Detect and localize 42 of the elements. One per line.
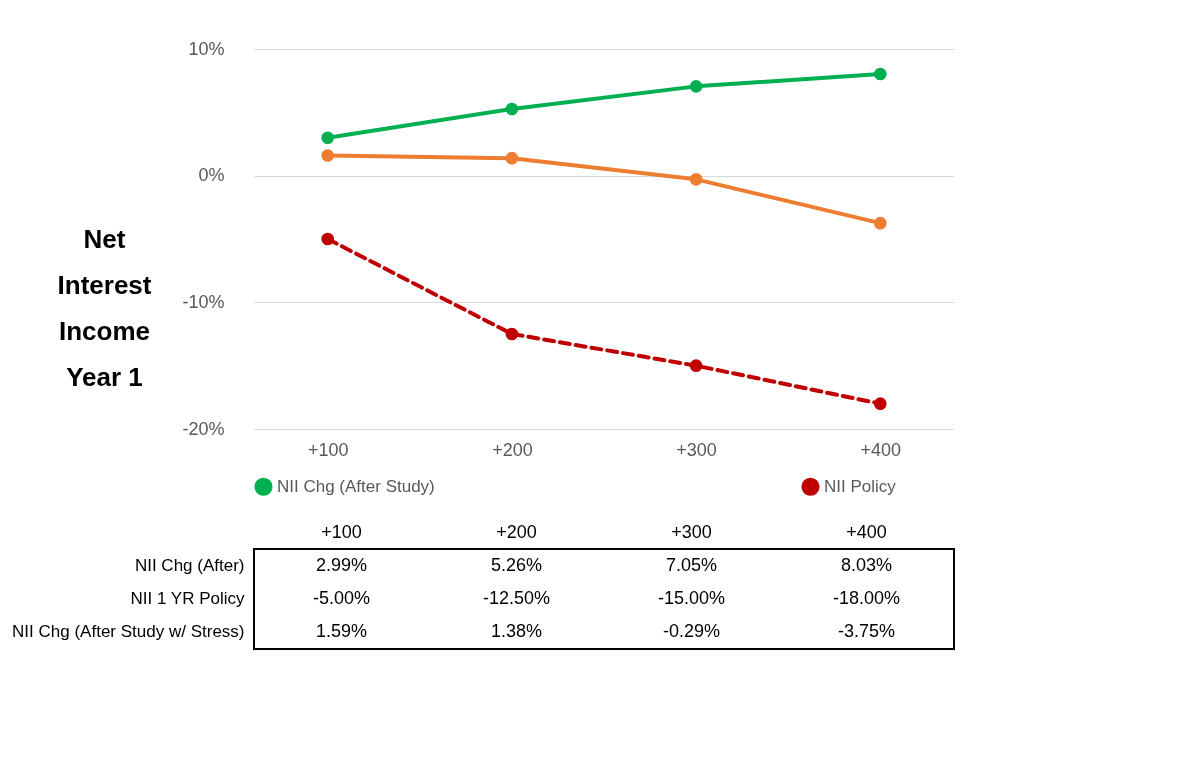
point xyxy=(689,80,703,93)
x-tick-label: +400 xyxy=(860,439,902,460)
legend-label: NII Policy xyxy=(824,476,897,496)
x-tick-label: +300 xyxy=(676,439,717,460)
data-label: 2.99% xyxy=(315,554,368,575)
category-label: +200 xyxy=(496,521,537,542)
data-label: -18.00% xyxy=(832,588,901,608)
point xyxy=(321,232,335,246)
point xyxy=(873,67,887,81)
point xyxy=(873,397,887,410)
data-label: 1.38% xyxy=(490,621,543,642)
data-label: -3.75% xyxy=(837,621,896,642)
point xyxy=(873,216,887,230)
y-tick-label: 0% xyxy=(198,165,225,186)
text: NII Chg (After) xyxy=(134,555,245,575)
y-tick-label: -20% xyxy=(182,418,225,439)
point xyxy=(321,149,335,162)
legend-label: NII Chg (After Study) xyxy=(277,476,435,496)
y-tick-label: 10% xyxy=(188,38,225,59)
point xyxy=(505,327,519,341)
text: NII 1 YR Policy xyxy=(130,589,245,608)
point xyxy=(689,173,703,186)
data-label: 1.59% xyxy=(315,621,368,642)
point xyxy=(505,151,519,165)
y-axis-title: Net Interest Income Year 1 xyxy=(57,223,152,392)
data-label: -12.50% xyxy=(482,588,551,608)
data-label: -15.00% xyxy=(657,588,726,608)
x-tick-label: +200 xyxy=(492,439,533,460)
data-label: 5.26% xyxy=(490,554,543,575)
category-label: +400 xyxy=(846,521,887,542)
x-tick-label: +100 xyxy=(307,439,349,460)
data-label: -5.00% xyxy=(312,588,371,608)
point xyxy=(321,131,335,145)
point xyxy=(689,359,703,372)
category-label: +300 xyxy=(671,521,712,542)
y-tick-label: -10% xyxy=(182,291,225,312)
data-label: -0.29% xyxy=(662,621,721,642)
data-label: 7.05% xyxy=(665,554,718,575)
text: NII Chg (After Study w/ Stress) xyxy=(12,622,245,642)
category-label: +100 xyxy=(321,521,362,542)
point xyxy=(505,102,519,116)
data-label: 8.03% xyxy=(840,554,893,575)
